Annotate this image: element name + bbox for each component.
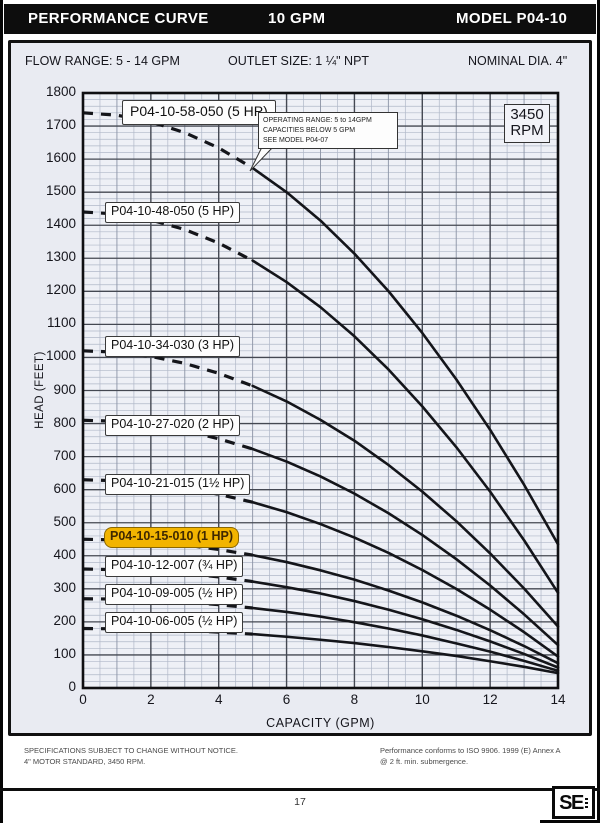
se-logo: SE xyxy=(552,786,595,819)
rpm-unit: RPM xyxy=(510,121,544,139)
y-tick-label: 800 xyxy=(53,414,76,430)
y-tick-label: 300 xyxy=(53,579,76,595)
x-tick-label: 10 xyxy=(414,692,430,707)
outlet-size-label: OUTLET SIZE: 1 ¼" NPT xyxy=(228,54,370,68)
y-tick-label: 700 xyxy=(53,447,76,463)
footer-spec-line2: 4" MOTOR STANDARD, 3450 RPM. xyxy=(24,756,146,766)
operating-range-line2: CAPACITIES BELOW 5 GPM xyxy=(263,126,356,134)
footer-divider xyxy=(0,788,600,791)
y-axis-title: HEAD (FEET) xyxy=(34,351,46,429)
curve-label: P04-10-09-005 (½ HP) xyxy=(105,584,244,605)
y-tick-label: 1800 xyxy=(45,84,76,99)
operating-range-line3: SEE MODEL P04-07 xyxy=(263,136,329,144)
y-tick-label: 1000 xyxy=(45,348,76,364)
y-tick-label: 500 xyxy=(53,513,76,529)
curve-label: P04-10-34-030 (3 HP) xyxy=(105,336,240,357)
curve-label: P04-10-21-015 (1½ HP) xyxy=(105,474,251,495)
x-tick-label: 0 xyxy=(79,692,87,707)
scan-edge-left xyxy=(0,0,3,823)
y-tick-label: 100 xyxy=(53,645,76,661)
x-axis-title: CAPACITY (GPM) xyxy=(266,716,375,730)
curve-label: P04-10-12-007 (¾ HP) xyxy=(105,556,244,577)
curve-label: P04-10-48-050 (5 HP) xyxy=(105,202,240,223)
x-tick-label: 12 xyxy=(482,692,498,707)
y-tick-label: 0 xyxy=(68,679,76,694)
y-tick-label: 1700 xyxy=(45,117,76,133)
rpm-box: 3450 RPM xyxy=(504,104,550,143)
footer-conf-line1: Performance conforms to ISO 9906. 1999 (… xyxy=(380,746,561,755)
page-title: PERFORMANCE CURVE xyxy=(28,10,209,27)
rpm-value: 3450 xyxy=(510,106,544,123)
x-tick-label: 6 xyxy=(282,692,291,707)
y-tick-label: 1200 xyxy=(45,282,76,298)
y-tick-label: 1600 xyxy=(45,150,76,166)
scan-edge-bottom xyxy=(540,820,600,823)
footer-conf-line2: @ 2 ft. min. submergence. xyxy=(380,756,469,766)
curve-label: P04-10-27-020 (2 HP) xyxy=(105,415,240,436)
x-tick-label: 8 xyxy=(350,692,359,707)
x-tick-label: 2 xyxy=(147,692,155,707)
operating-range-note: OPERATING RANGE: 5 to 14GPM CAPACITIES B… xyxy=(258,112,398,150)
y-tick-label: 400 xyxy=(53,546,76,562)
nominal-dia-label: NOMINAL DIA. 4" xyxy=(468,54,568,68)
se-logo-marks xyxy=(584,797,588,808)
y-tick-label: 1300 xyxy=(45,249,76,265)
y-tick-label: 1500 xyxy=(45,183,76,199)
footer-conformance: Performance conforms to ISO 9906. 1999 (… xyxy=(380,746,561,768)
y-tick-label: 900 xyxy=(53,381,76,397)
y-tick-label: 600 xyxy=(53,480,76,496)
page-number: 17 xyxy=(294,796,306,808)
curve-label: P04-10-06-005 (½ HP) xyxy=(105,612,244,633)
flow-range-label: FLOW RANGE: 5 - 14 GPM xyxy=(25,54,180,68)
x-tick-label: 14 xyxy=(550,692,566,707)
header-model: MODEL P04-10 xyxy=(456,10,568,27)
y-tick-label: 200 xyxy=(53,612,76,628)
curve-label: P04-10-15-010 (1 HP) xyxy=(104,527,239,548)
header-bar: PERFORMANCE CURVE 10 GPM MODEL P04-10 xyxy=(4,4,596,34)
footer-spec-line1: SPECIFICATIONS SUBJECT TO CHANGE WITHOUT… xyxy=(24,746,238,755)
header-flow-rating: 10 GPM xyxy=(268,10,326,27)
operating-range-line1: OPERATING RANGE: 5 to 14GPM xyxy=(263,117,372,124)
y-tick-label: 1400 xyxy=(45,216,76,232)
curve-label: P04-10-58-050 (5 HP) xyxy=(122,100,276,125)
scan-edge-right xyxy=(597,0,600,823)
se-logo-text: SE xyxy=(559,791,584,814)
y-tick-label: 1100 xyxy=(46,315,76,331)
x-tick-label: 4 xyxy=(214,692,223,707)
footer-specifications: SPECIFICATIONS SUBJECT TO CHANGE WITHOUT… xyxy=(24,746,238,768)
